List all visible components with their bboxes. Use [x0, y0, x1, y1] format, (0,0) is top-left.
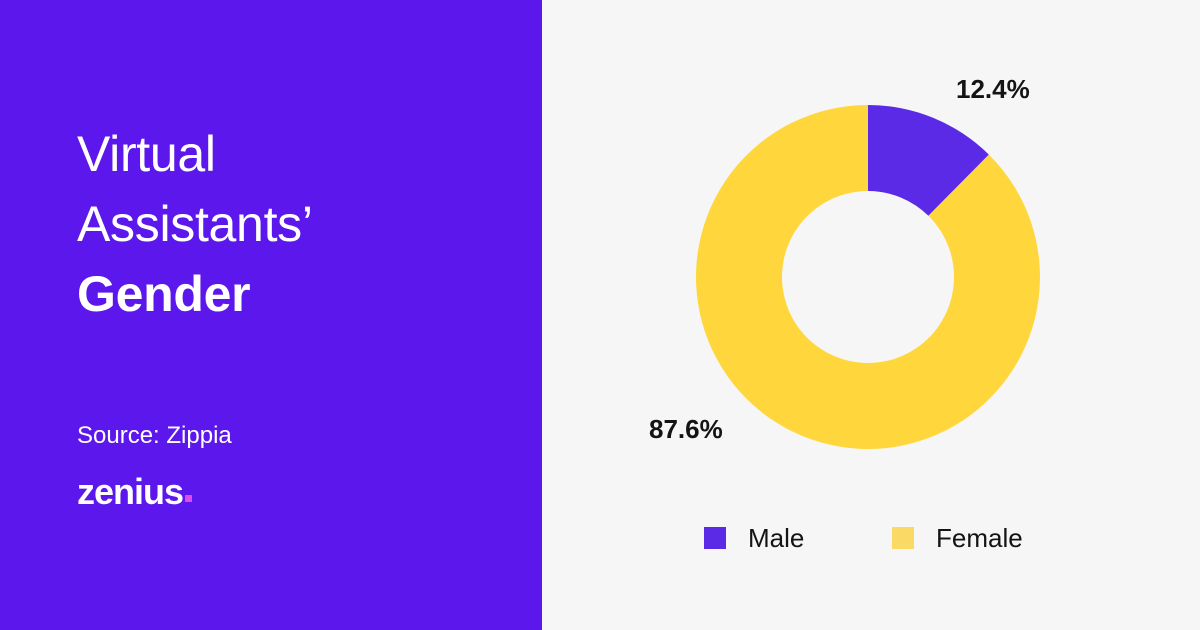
title-line-3: Gender — [77, 266, 251, 322]
legend-swatch-female — [892, 527, 914, 549]
donut-chart — [696, 105, 1040, 449]
title-panel: Virtual Assistants’ Gender Source: Zippi… — [0, 0, 542, 630]
donut-slice-female — [696, 105, 1040, 449]
legend-label-male: Male — [748, 523, 805, 553]
legend-label-female: Female — [936, 523, 1023, 553]
legend-swatch-male — [704, 527, 726, 549]
logo-text: zenius — [77, 471, 184, 512]
title-line-1: Virtual — [77, 126, 216, 182]
chart-legend: Male Female — [542, 521, 1200, 555]
title-line-2: Assistants’ — [77, 196, 313, 252]
zenius-logo: zenius — [77, 470, 193, 514]
female-percent-label: 87.6% — [649, 414, 723, 444]
donut-slice-male — [868, 105, 989, 216]
logo-dot — [185, 495, 193, 502]
male-percent-label: 12.4% — [956, 74, 1030, 104]
source-text: Source: Zippia — [77, 422, 232, 449]
chart-area: 12.4% 87.6% Male Female — [542, 0, 1200, 630]
